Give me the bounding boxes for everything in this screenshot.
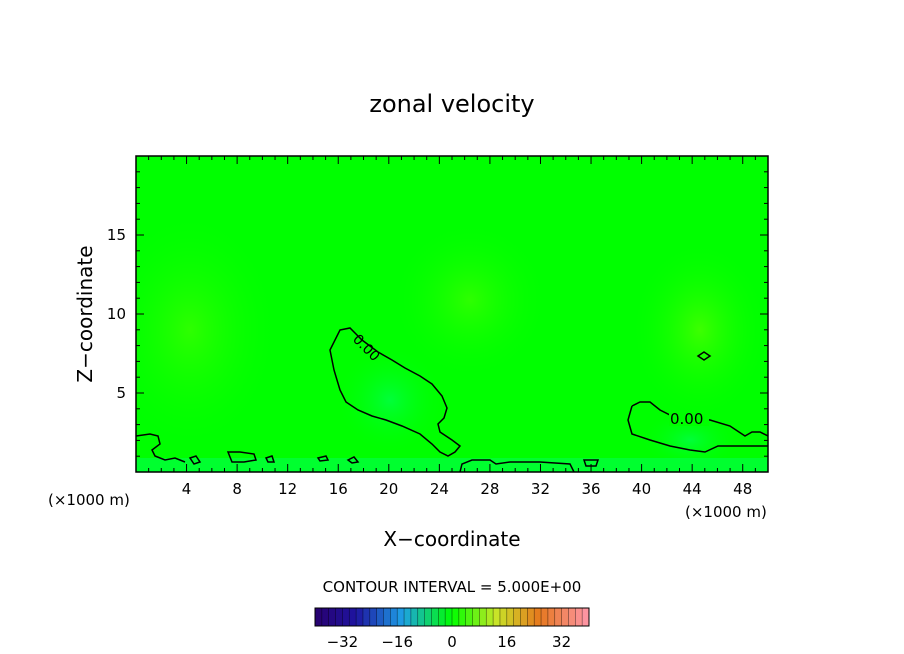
colorbar-swatch <box>493 608 501 626</box>
colorbar-swatch <box>541 608 549 626</box>
x-unit-left: (×1000 m) <box>48 491 130 509</box>
colorbar-swatch <box>499 608 508 626</box>
colorbar-swatch <box>342 608 350 626</box>
contour-small-bottom-2 <box>316 455 330 462</box>
colorbar-swatch <box>376 608 384 626</box>
colorbar <box>314 607 590 627</box>
y-tick-label: 15 <box>107 226 126 244</box>
colorbar-swatch <box>554 608 563 626</box>
colorbar-swatch <box>404 608 412 626</box>
x-tick-label: 36 <box>581 480 600 498</box>
x-unit-right: (×1000 m) <box>685 503 767 521</box>
colorbar-swatch <box>321 608 330 626</box>
colorbar-swatch <box>369 608 378 626</box>
contour-bottom-c <box>459 459 575 472</box>
x-tick-label: 20 <box>379 480 398 498</box>
x-tick-label: 48 <box>733 480 752 498</box>
field-positive-patch-center <box>390 220 550 380</box>
colorbar-swatch <box>383 608 391 626</box>
x-tick-label: 40 <box>632 480 651 498</box>
colorbar-swatch <box>349 608 357 626</box>
x-tick-label: 16 <box>329 480 348 498</box>
colorbar-swatch <box>362 608 371 626</box>
contour-small-right <box>696 351 712 361</box>
colorbar-swatch <box>431 608 439 626</box>
contour-bottom-left <box>136 433 186 463</box>
colorbar-swatch <box>465 608 474 626</box>
colorbar-swatch <box>506 608 515 626</box>
field-negative-patch-center <box>335 345 445 455</box>
y-tick-label: 5 <box>116 384 126 402</box>
colorbar-tick-label: −32 <box>327 633 359 651</box>
x-tick-label: 4 <box>182 480 192 498</box>
colorbar-swatch <box>356 608 364 626</box>
colorbar-swatch <box>534 608 542 626</box>
x-tick-label: 44 <box>683 480 702 498</box>
contour-label-right: 0.00 <box>670 410 703 428</box>
colorbar-swatch <box>417 608 426 626</box>
colorbar-swatch <box>575 608 583 626</box>
x-tick-label: 8 <box>232 480 242 498</box>
colorbar-tick-label: 16 <box>497 633 516 651</box>
colorbar-swatch <box>486 608 494 626</box>
colorbar-swatch <box>582 608 590 626</box>
x-tick-label: 12 <box>278 480 297 498</box>
colorbar-tick-label: 0 <box>447 633 457 651</box>
colorbar-swatch <box>568 608 576 626</box>
contour-center <box>329 327 462 457</box>
colorbar-tick-label: 32 <box>552 633 571 651</box>
colorbar-frame <box>314 607 590 627</box>
colorbar-swatch <box>424 608 432 626</box>
colorbar-swatch <box>438 608 446 626</box>
colorbar-swatch <box>561 608 569 626</box>
colorbar-swatch <box>547 608 556 626</box>
x-axis-ticks: 4 8 12 16 20 24 28 32 36 40 44 48 <box>148 156 756 498</box>
contour-small-bottom-3 <box>346 456 360 464</box>
colorbar-swatch <box>445 608 453 626</box>
zero-contours <box>136 327 768 472</box>
field-negative-patch-right <box>640 410 740 470</box>
field-positive-patch-left <box>136 210 280 450</box>
colorbar-ticks: −32 −16 0 16 32 <box>327 633 572 651</box>
colorbar-swatch <box>397 608 405 626</box>
heatmap-field: 0.00 0.00 <box>136 156 768 472</box>
x-tick-label: 24 <box>430 480 449 498</box>
y-axis-label: Z−coordinate <box>73 245 97 382</box>
contour-bottom-d <box>582 459 600 467</box>
colorbar-swatch <box>527 608 535 626</box>
x-tick-label: 32 <box>531 480 550 498</box>
chart-title: zonal velocity <box>369 90 534 118</box>
x-tick-label: 28 <box>480 480 499 498</box>
x-axis-label: X−coordinate <box>383 527 520 551</box>
y-tick-label: 10 <box>107 305 126 323</box>
colorbar-swatch <box>410 608 419 626</box>
colorbar-swatch <box>335 608 343 626</box>
colorbar-swatch <box>328 608 337 626</box>
field-positive-patch-right <box>630 240 768 420</box>
contour-right-lower <box>627 405 768 453</box>
colorbar-swatch <box>390 608 398 626</box>
contour-small-bottom <box>264 455 276 463</box>
field-bottom-strip <box>136 458 768 472</box>
colorbar-swatch <box>458 608 467 626</box>
colorbar-swatch <box>315 608 323 626</box>
contour-bottom-a <box>226 451 257 463</box>
colorbar-swatch <box>479 608 487 626</box>
colorbar-swatch <box>472 608 480 626</box>
contour-label-bg <box>669 410 709 426</box>
y-axis-ticks: 5 10 15 <box>107 171 768 457</box>
colorbar-swatch <box>513 608 521 626</box>
contour-interval-label: CONTOUR INTERVAL = 5.000E+00 <box>323 578 582 596</box>
colorbar-swatch <box>452 608 460 626</box>
colorbar-swatch <box>520 608 528 626</box>
contour-bottom-b <box>188 455 202 465</box>
colorbar-tick-label: −16 <box>381 633 413 651</box>
